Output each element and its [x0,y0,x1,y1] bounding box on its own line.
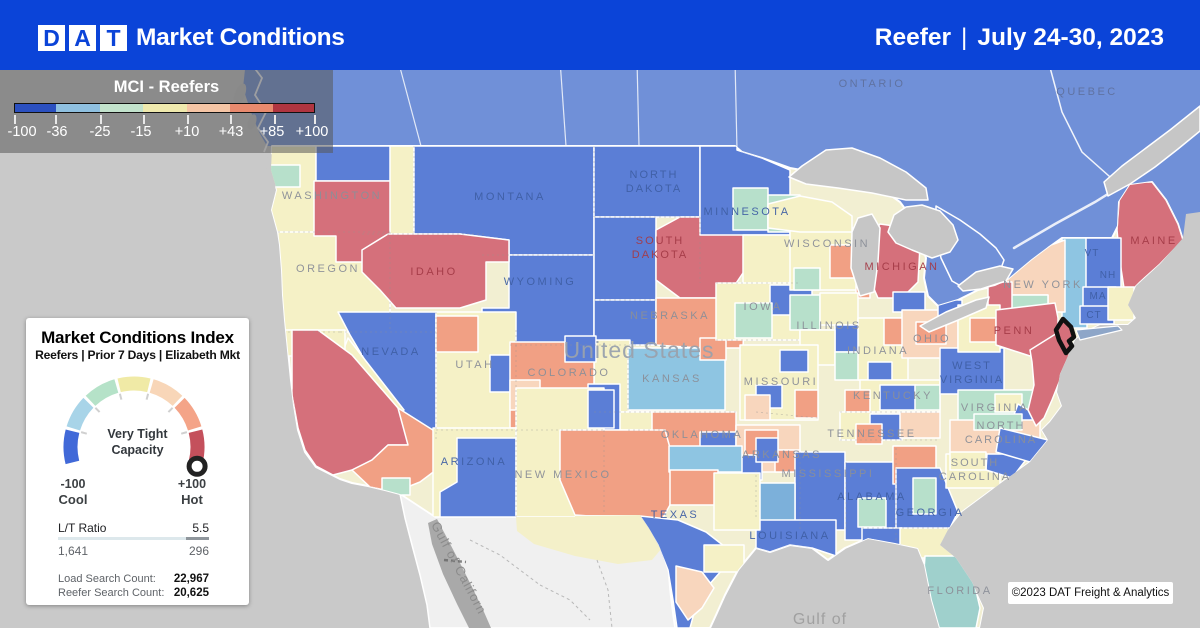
svg-text:IDAHO: IDAHO [410,266,457,278]
svg-text:UTAH: UTAH [455,359,494,371]
svg-text:SOUTH: SOUTH [951,457,1000,469]
svg-text:VIRGINIA: VIRGINIA [940,374,1004,386]
svg-text:DAKOTA: DAKOTA [632,249,688,261]
svg-text:OHIO: OHIO [913,333,951,345]
svg-text:FLORIDA: FLORIDA [927,585,992,597]
svg-text:WISCONSIN: WISCONSIN [784,238,870,250]
svg-text:MONTANA: MONTANA [474,191,546,203]
svg-text:VT: VT [1085,248,1100,259]
svg-text:NORTH: NORTH [977,420,1026,432]
svg-text:MISSISSIPPI: MISSISSIPPI [782,468,875,480]
svg-text:NORTH: NORTH [630,169,679,181]
svg-text:CAROLINA: CAROLINA [965,434,1037,446]
svg-text:WEST: WEST [952,360,992,372]
svg-text:Gulf of: Gulf of [793,611,847,628]
svg-text:OREGON: OREGON [296,263,360,275]
svg-text:WYOMING: WYOMING [504,276,577,288]
svg-text:ARKANSAS: ARKANSAS [742,449,822,461]
svg-text:PENN: PENN [994,325,1035,337]
svg-text:MA: MA [1090,291,1107,302]
svg-text:DAKOTA: DAKOTA [626,183,682,195]
svg-text:ARIZONA: ARIZONA [441,456,507,468]
svg-text:KANSAS: KANSAS [642,373,702,385]
svg-text:ILLINOIS: ILLINOIS [796,320,861,332]
svg-text:COLORADO: COLORADO [528,367,611,379]
svg-text:TEXAS: TEXAS [651,509,700,521]
svg-text:INDIANA: INDIANA [847,345,909,357]
svg-text:NEW YORK: NEW YORK [1003,279,1083,291]
svg-text:OKLAHOMA: OKLAHOMA [661,429,743,441]
svg-text:MISSOURI: MISSOURI [744,376,818,388]
svg-text:WASHINGTON: WASHINGTON [282,190,382,202]
svg-text:GEORGIA: GEORGIA [896,507,965,519]
svg-text:MAINE: MAINE [1130,235,1177,247]
svg-text:MICHIGAN: MICHIGAN [865,261,940,273]
svg-text:ONTARIO: ONTARIO [839,78,906,90]
svg-text:CT: CT [1086,310,1101,321]
svg-text:NH: NH [1100,270,1116,281]
svg-text:SOUTH: SOUTH [636,235,685,247]
svg-text:TENNESSEE: TENNESSEE [827,428,916,440]
svg-text:VIRGINIA: VIRGINIA [961,402,1029,414]
svg-text:LOUISIANA: LOUISIANA [749,530,830,542]
svg-text:ALABAMA: ALABAMA [837,491,906,503]
svg-text:KENTUCKY: KENTUCKY [853,390,933,402]
svg-text:NEW MEXICO: NEW MEXICO [514,469,611,481]
svg-text:United States: United States [563,337,714,363]
svg-text:CAROLINA: CAROLINA [939,471,1011,483]
svg-text:MINNESOTA: MINNESOTA [703,206,790,218]
svg-text:NEBRASKA: NEBRASKA [630,310,710,322]
svg-text:IOWA: IOWA [744,301,783,313]
svg-text:QUEBEC: QUEBEC [1056,86,1117,98]
svg-text:NEVADA: NEVADA [361,346,420,358]
